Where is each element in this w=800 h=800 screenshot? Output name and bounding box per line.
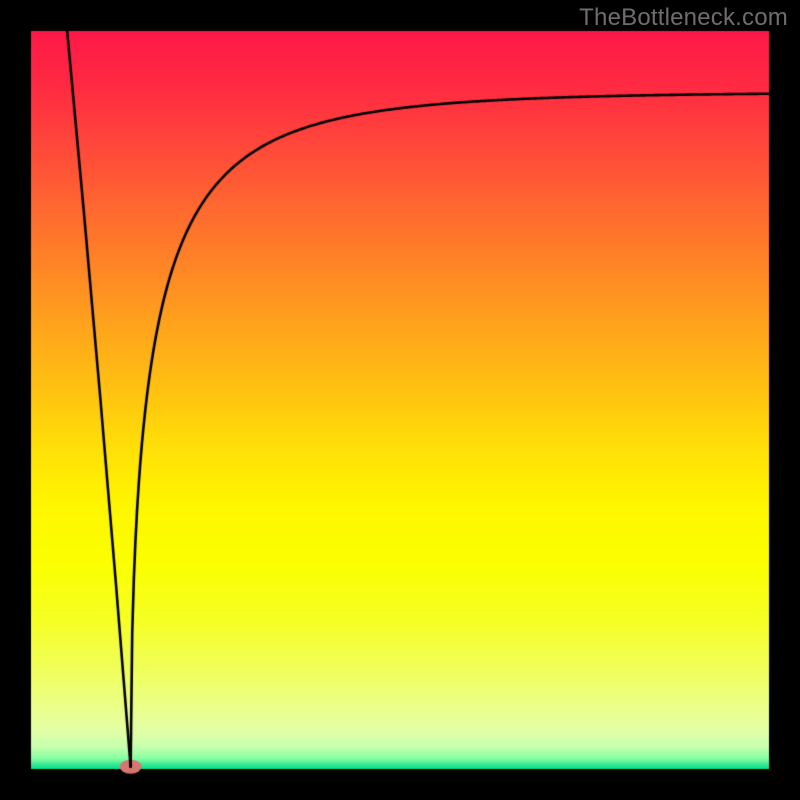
watermark-text: TheBottleneck.com	[579, 4, 788, 32]
bottleneck-chart-canvas	[0, 0, 800, 800]
chart-container: TheBottleneck.com	[0, 0, 800, 800]
